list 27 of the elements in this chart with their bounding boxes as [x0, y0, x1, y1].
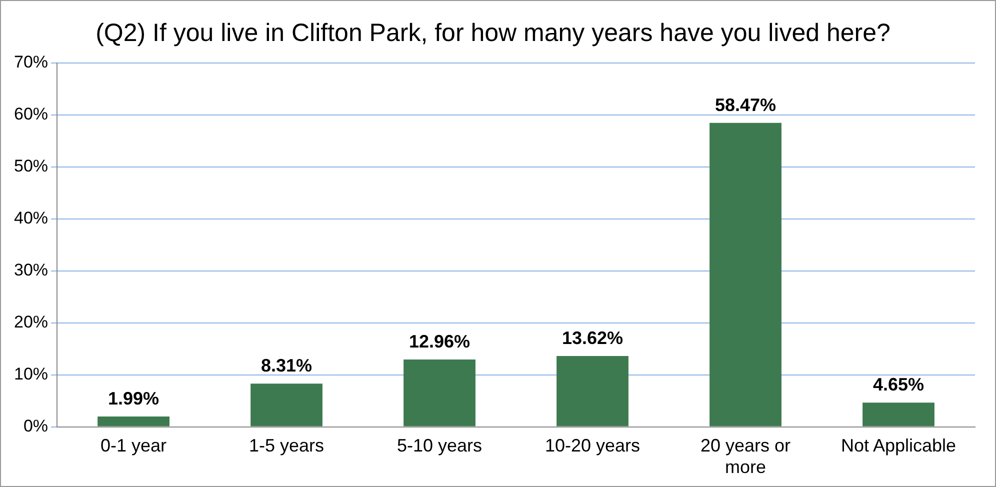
- x-tick-label: 10-20 years: [544, 436, 640, 456]
- y-tick-label: 50%: [14, 156, 48, 176]
- data-label: 4.65%: [872, 374, 924, 395]
- data-label: 58.47%: [714, 94, 776, 115]
- y-tick-label: 40%: [14, 208, 48, 228]
- bar: [98, 416, 170, 426]
- x-tick-label: 20 years or more: [700, 436, 791, 478]
- bar: [710, 122, 782, 426]
- y-tick-label: 30%: [14, 260, 48, 280]
- x-tick-label: 5-10 years: [396, 436, 482, 456]
- y-tick-label: 20%: [14, 312, 48, 332]
- data-label: 13.62%: [562, 328, 624, 348]
- bar: [404, 359, 476, 426]
- x-tick-label: Not Applicable: [840, 436, 956, 456]
- data-label: 8.31%: [260, 356, 312, 376]
- x-tick-label: 1-5 years: [248, 436, 324, 456]
- bar: [862, 402, 934, 426]
- data-label: 1.99%: [108, 388, 160, 408]
- bar: [556, 356, 628, 426]
- bar: [250, 384, 322, 426]
- data-label: 12.96%: [408, 331, 470, 352]
- y-tick-label: 70%: [14, 52, 48, 72]
- x-tick-label: 0-1 year: [100, 436, 167, 456]
- y-tick-label: 0%: [23, 416, 48, 436]
- y-tick-label: 10%: [14, 364, 48, 384]
- y-tick-label: 60%: [14, 104, 48, 124]
- chart-title: (Q2) If you live in Clifton Park, for how many years have you lived here?: [96, 18, 890, 47]
